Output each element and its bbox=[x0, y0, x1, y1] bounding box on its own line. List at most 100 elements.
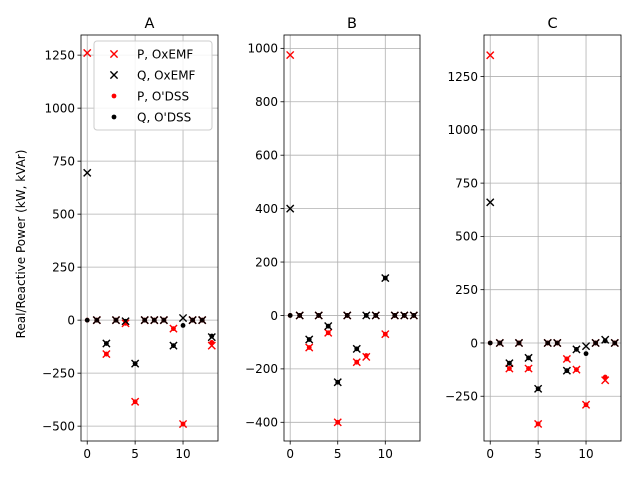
y-tick-label: 750 bbox=[52, 154, 75, 168]
data-point bbox=[352, 344, 361, 353]
y-tick-label: 0 bbox=[67, 313, 75, 327]
data-point bbox=[102, 339, 111, 348]
data-point bbox=[409, 311, 418, 320]
data-point bbox=[505, 359, 514, 368]
series-q-oxemf bbox=[83, 168, 216, 368]
data-point bbox=[581, 400, 591, 409]
data-point bbox=[610, 338, 619, 348]
series-q-oxemf bbox=[486, 198, 619, 393]
data-point bbox=[362, 352, 371, 361]
data-point bbox=[562, 366, 571, 375]
x-tick-label: 5 bbox=[534, 447, 542, 461]
data-point bbox=[207, 333, 216, 342]
y-tick-label: 800 bbox=[255, 95, 278, 109]
plot-frame bbox=[80, 34, 219, 442]
data-point bbox=[400, 311, 409, 320]
x-tick-label: 10 bbox=[175, 447, 190, 461]
series-p-oxemf bbox=[486, 51, 619, 429]
data-point bbox=[286, 50, 295, 60]
data-point bbox=[601, 335, 610, 344]
y-tick-label: 1000 bbox=[447, 123, 478, 137]
series-q-oxemf bbox=[286, 204, 418, 387]
y-tick-label: 250 bbox=[455, 283, 478, 297]
legend-marker bbox=[109, 49, 119, 59]
data-point bbox=[140, 316, 149, 325]
y-tick-label: 600 bbox=[255, 148, 278, 162]
data-point bbox=[534, 384, 543, 393]
data-point bbox=[111, 316, 121, 325]
panel-B: 0 5 10 −400 −200 0 200 400 600 800 1000 B bbox=[245, 16, 421, 461]
data-point bbox=[314, 311, 323, 320]
data-point bbox=[83, 48, 92, 58]
data-point bbox=[390, 311, 399, 320]
legend-entry: P, O'DSS bbox=[111, 89, 189, 103]
data-point bbox=[602, 338, 608, 344]
data-point bbox=[324, 328, 333, 337]
data-point bbox=[198, 316, 207, 325]
x-tick-label: 5 bbox=[131, 447, 139, 461]
data-point bbox=[343, 311, 352, 320]
data-point bbox=[150, 316, 159, 325]
data-point bbox=[487, 340, 493, 346]
y-tick-label: 400 bbox=[255, 202, 278, 216]
data-point bbox=[553, 338, 562, 348]
data-point bbox=[169, 341, 178, 350]
data-point bbox=[363, 353, 369, 358]
y-tick-label: −250 bbox=[42, 366, 75, 380]
legend-entry: Q, O'DSS bbox=[111, 110, 191, 124]
y-tick-label: 750 bbox=[455, 176, 478, 190]
panel-A: 0 5 10 −500 −250 0 250 500 750 1000 1250 A bbox=[42, 16, 219, 461]
data-point bbox=[169, 324, 178, 333]
series-q-o-dss bbox=[287, 275, 417, 385]
x-tick-label: 5 bbox=[334, 447, 342, 461]
data-point bbox=[209, 333, 215, 339]
y-tick-label: 200 bbox=[255, 255, 278, 269]
plot-frame bbox=[483, 34, 622, 442]
data-point bbox=[305, 335, 314, 344]
data-point bbox=[121, 319, 130, 328]
data-point bbox=[121, 317, 130, 326]
data-point bbox=[188, 316, 197, 325]
data-point bbox=[591, 338, 600, 348]
data-point bbox=[524, 364, 533, 373]
legend-box bbox=[93, 40, 213, 131]
legend-marker bbox=[109, 70, 119, 80]
data-point bbox=[287, 313, 293, 318]
data-point bbox=[180, 323, 186, 328]
data-point bbox=[524, 353, 533, 362]
data-point bbox=[371, 311, 380, 320]
y-tick-label: 1250 bbox=[44, 48, 75, 62]
y-tick-label: 500 bbox=[455, 230, 478, 244]
data-point bbox=[495, 338, 504, 348]
series-p-o-dss bbox=[84, 317, 215, 427]
plot-frame bbox=[283, 34, 421, 442]
data-point bbox=[324, 322, 333, 331]
data-point bbox=[295, 311, 304, 320]
data-point bbox=[543, 338, 552, 348]
data-point bbox=[572, 345, 581, 354]
y-tick-label: 1000 bbox=[247, 42, 278, 56]
data-point bbox=[581, 342, 591, 351]
data-point bbox=[486, 198, 495, 207]
y-tick-label: −250 bbox=[445, 390, 478, 404]
legend-marker bbox=[111, 93, 117, 99]
data-point bbox=[562, 354, 571, 364]
panel-title: C bbox=[547, 16, 557, 32]
panel-title: B bbox=[347, 16, 357, 32]
y-tick-label: 0 bbox=[270, 309, 278, 323]
legend-marker bbox=[111, 114, 117, 120]
data-point bbox=[572, 365, 581, 374]
legend-entry: Q, OxEMF bbox=[109, 68, 196, 82]
data-point bbox=[83, 168, 92, 177]
legend-label: Q, OxEMF bbox=[137, 68, 196, 82]
legend-entry: P, OxEMF bbox=[109, 47, 193, 61]
y-tick-label: 250 bbox=[52, 260, 75, 274]
y-tick-label: 1250 bbox=[447, 70, 478, 84]
legend: P, OxEMF Q, OxEMF P, O'DSS Q, O'DSS bbox=[93, 40, 213, 131]
data-point bbox=[601, 376, 610, 385]
data-point bbox=[305, 343, 314, 352]
data-point bbox=[178, 419, 188, 429]
data-point bbox=[333, 418, 342, 427]
